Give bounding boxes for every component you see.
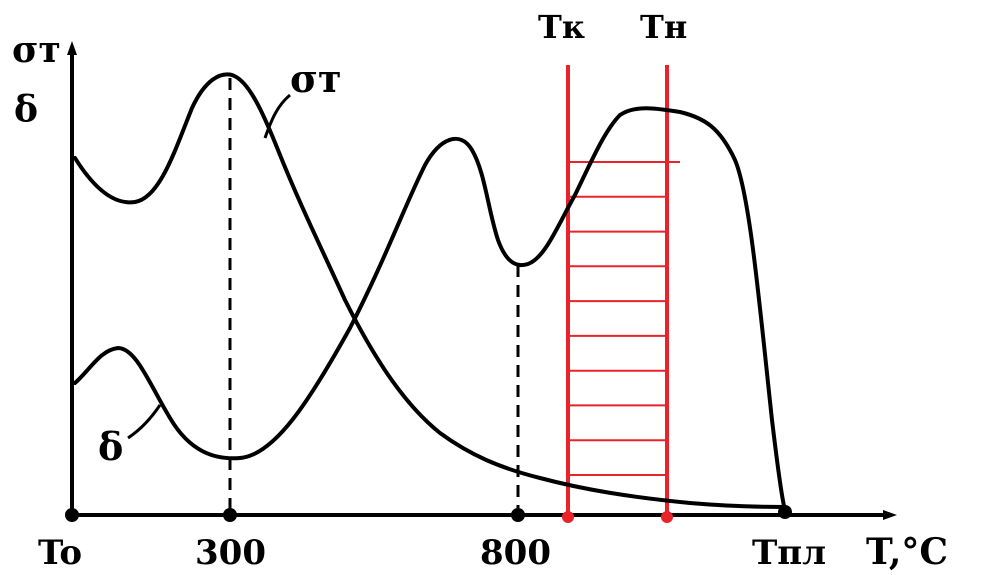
x-tick-point-300 — [223, 508, 237, 522]
series-delta-label: δ — [98, 424, 123, 469]
x-tick-point-tpl — [778, 505, 792, 519]
x-axis-label: T,°C — [866, 531, 948, 573]
x-tick-label-to: To — [38, 533, 82, 573]
band-hatching — [568, 161, 680, 476]
x-tick-label-300: 300 — [195, 533, 266, 573]
x-tick-label-800: 800 — [480, 533, 551, 573]
band-point-tn — [661, 511, 673, 523]
band-label-tk: Tк — [538, 8, 585, 46]
band-label-tn: Tн — [640, 8, 687, 46]
band-point-tk — [562, 511, 574, 523]
y-axis-label-sigma: σт — [12, 29, 61, 71]
series-sigma-label: σт — [290, 56, 342, 101]
temperature-band — [562, 65, 680, 523]
x-tick-label-tpl: Tпл — [752, 533, 826, 573]
delta-label-leader — [127, 404, 162, 440]
series-delta-curve — [73, 106, 787, 512]
series-sigma-curve — [73, 72, 787, 509]
sigma-label-leader — [263, 93, 291, 139]
x-tick-point-800 — [511, 508, 525, 522]
y-axis-label-delta: δ — [14, 89, 38, 131]
x-tick-point-to — [65, 508, 79, 522]
